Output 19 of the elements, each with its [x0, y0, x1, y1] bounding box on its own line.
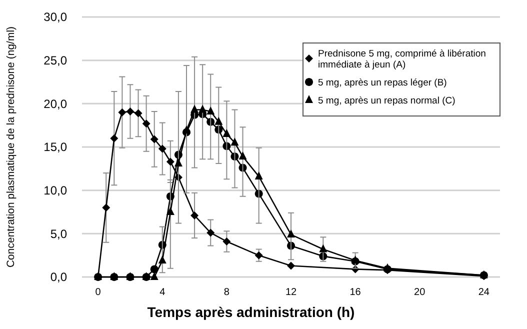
x-tick-label: 0 [95, 287, 102, 298]
y-tick-label: 0,0 [50, 270, 68, 284]
legend-label: 5 mg, après un repas normal (C) [318, 95, 456, 106]
x-tick-label: 16 [350, 287, 362, 298]
legend-label: 5 mg, après un repas léger (B) [318, 77, 447, 88]
x-tick-label: 24 [478, 287, 490, 298]
x-tick-label: 20 [414, 287, 426, 298]
y-tick-label: 15,0 [44, 140, 68, 154]
y-tick-label: 20,0 [44, 96, 68, 111]
y-tick-label: 10,0 [44, 184, 68, 198]
y-tick-label: 25,0 [44, 54, 68, 68]
x-tick-label: 4 [160, 287, 166, 298]
x-tick-label: 12 [285, 287, 297, 298]
legend-label: Prednisone 5 mg, comprimé à libération immédiate à jeun (A) [318, 48, 486, 70]
x-axis-title: Temps après administration (h) [147, 304, 355, 320]
y-axis-title: Concentration plasmatique de la prednisone (ng/ml) [5, 26, 17, 268]
y-tick-label: 5,0 [50, 226, 68, 241]
y-tick-label: 30,0 [44, 10, 68, 24]
x-tick-label: 8 [224, 287, 230, 298]
